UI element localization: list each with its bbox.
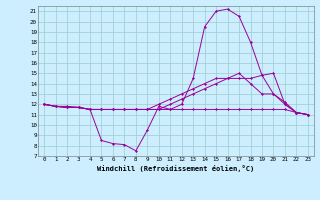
X-axis label: Windchill (Refroidissement éolien,°C): Windchill (Refroidissement éolien,°C) bbox=[97, 165, 255, 172]
